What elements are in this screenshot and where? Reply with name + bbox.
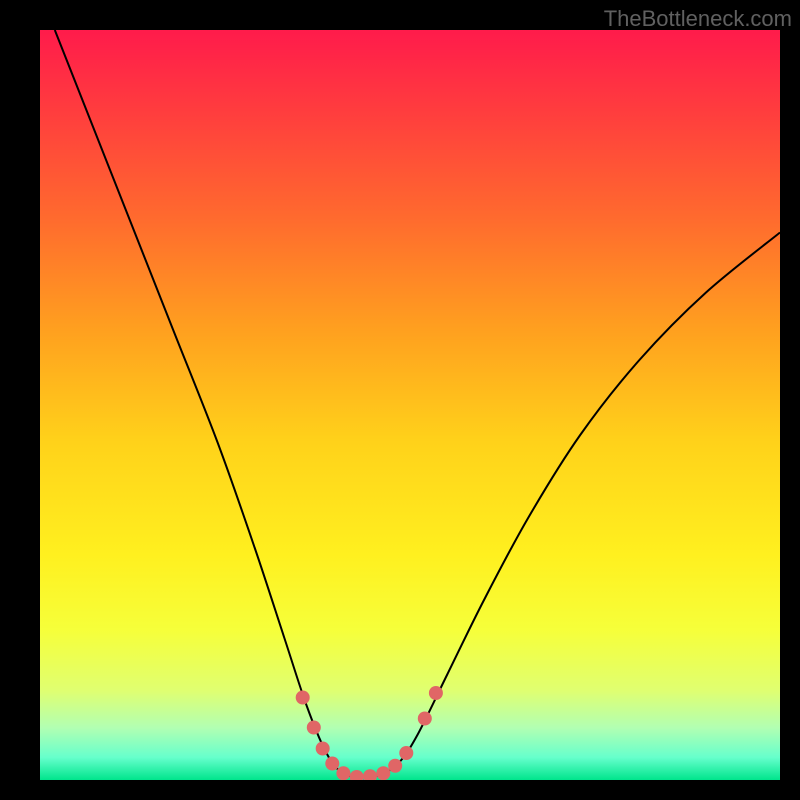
bottleneck-marker (429, 686, 443, 700)
gradient-rect (40, 30, 780, 780)
bottleneck-marker (296, 691, 310, 705)
gradient-background (40, 30, 780, 780)
chart-container: TheBottleneck.com (0, 0, 800, 800)
bottleneck-marker (388, 759, 402, 773)
bottleneck-marker (316, 742, 330, 756)
bottleneck-marker (399, 746, 413, 760)
bottleneck-marker (376, 766, 390, 780)
watermark-text: TheBottleneck.com (604, 6, 792, 32)
bottleneck-marker (307, 721, 321, 735)
bottleneck-marker (325, 757, 339, 771)
bottleneck-marker (418, 712, 432, 726)
bottleneck-marker (336, 766, 350, 780)
plot-area (40, 30, 780, 780)
